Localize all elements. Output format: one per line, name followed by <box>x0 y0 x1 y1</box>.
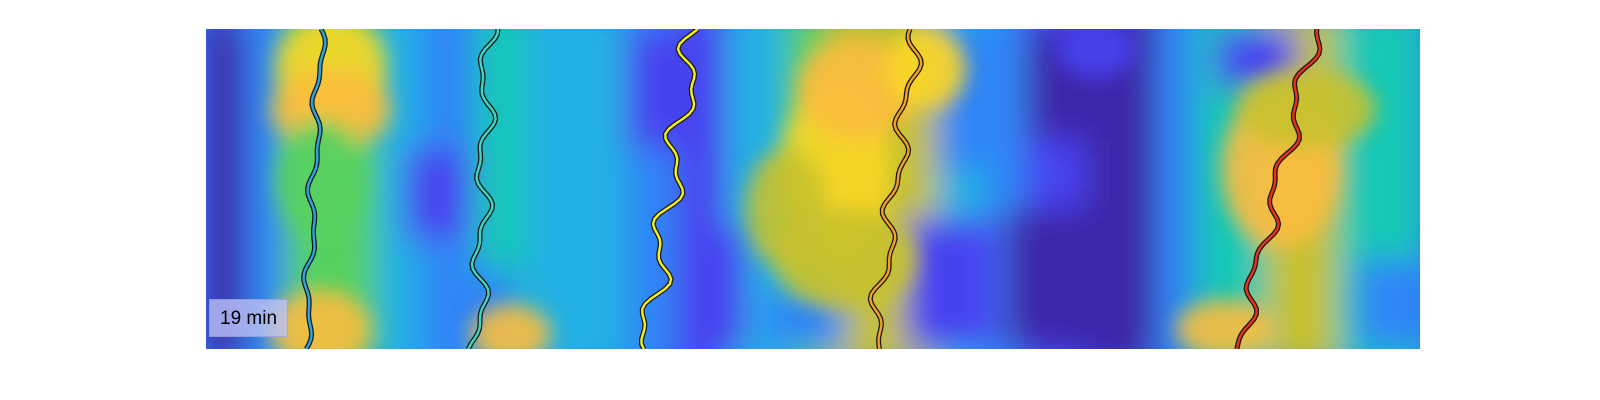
track-traces <box>301 29 1323 349</box>
heat-hotspot <box>1236 69 1376 149</box>
track-trace <box>467 29 500 349</box>
heat-hotspot <box>1056 29 1136 79</box>
heat-hotspot <box>746 149 826 269</box>
heat-hotspot <box>271 289 371 349</box>
heat-patch <box>1356 259 1420 349</box>
heat-hotspot <box>886 29 966 109</box>
kymograph-canvas <box>206 29 1420 349</box>
track-trace <box>1235 29 1322 349</box>
heat-hotspot <box>276 119 366 239</box>
heat-patch <box>676 229 746 349</box>
heat-patch <box>906 219 996 349</box>
track-trace <box>869 29 923 349</box>
track-trace <box>640 29 699 349</box>
heat-patch <box>1006 209 1136 349</box>
heat-hotspot <box>796 39 916 139</box>
track-trace <box>302 29 327 349</box>
time-stamp-label: 19 min <box>209 299 289 337</box>
heat-patch <box>406 149 466 239</box>
heatmap-hotspots <box>271 29 1376 349</box>
heat-patch <box>206 29 246 349</box>
heat-hotspot <box>471 304 551 349</box>
kymograph-image <box>206 29 1420 349</box>
heat-hotspot <box>1176 299 1276 349</box>
